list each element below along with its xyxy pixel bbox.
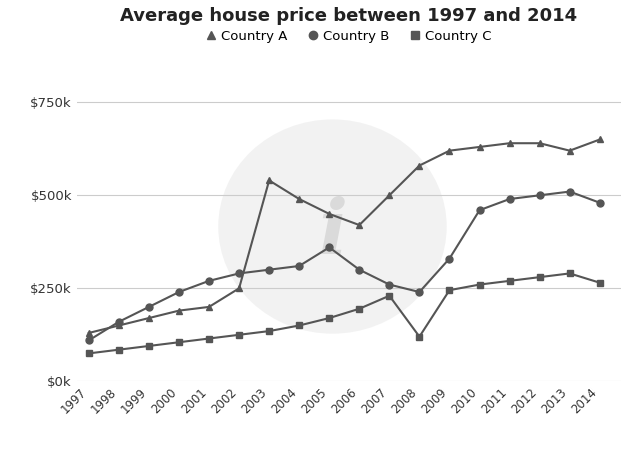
Country B <box>596 200 604 206</box>
Country A <box>236 286 243 291</box>
Line: Country B: Country B <box>85 188 604 344</box>
Country C <box>385 293 393 299</box>
Country A <box>566 148 573 153</box>
Country A <box>175 308 183 313</box>
Country A <box>355 222 363 228</box>
Country C <box>506 278 513 284</box>
Country C <box>296 323 303 328</box>
Country B <box>115 319 123 325</box>
Country A <box>536 140 543 146</box>
Country A <box>476 144 483 150</box>
Country C <box>145 343 153 349</box>
Text: i: i <box>318 195 347 270</box>
Country A <box>325 211 333 217</box>
Country C <box>115 347 123 352</box>
Country C <box>205 336 213 341</box>
Country A <box>85 330 93 336</box>
Country A <box>266 178 273 183</box>
Country C <box>445 287 453 293</box>
Country B <box>175 289 183 295</box>
Country A <box>205 304 213 310</box>
Country C <box>236 332 243 338</box>
Country B <box>325 245 333 250</box>
Title: Average house price between 1997 and 2014: Average house price between 1997 and 201… <box>120 7 577 25</box>
Country A <box>445 148 453 153</box>
Country B <box>355 267 363 272</box>
Country B <box>236 271 243 276</box>
Country C <box>476 282 483 287</box>
Country B <box>415 289 423 295</box>
Country B <box>296 263 303 269</box>
Country C <box>85 351 93 356</box>
Country B <box>536 193 543 198</box>
Country B <box>506 196 513 202</box>
Country A <box>115 323 123 328</box>
Line: Country A: Country A <box>85 136 604 336</box>
Country C <box>325 315 333 321</box>
Legend: Country A, Country B, Country C: Country A, Country B, Country C <box>200 25 497 48</box>
Country A <box>385 193 393 198</box>
Ellipse shape <box>218 120 447 334</box>
Country B <box>205 278 213 284</box>
Country B <box>85 338 93 343</box>
Line: Country C: Country C <box>85 270 604 357</box>
Country A <box>145 315 153 321</box>
Country C <box>355 306 363 312</box>
Country C <box>266 328 273 334</box>
Country B <box>445 256 453 261</box>
Country A <box>596 137 604 142</box>
Country A <box>506 140 513 146</box>
Country C <box>175 339 183 345</box>
Country C <box>415 334 423 339</box>
Country B <box>385 282 393 287</box>
Country A <box>296 196 303 202</box>
Country B <box>566 189 573 194</box>
Country B <box>476 207 483 213</box>
Country A <box>415 163 423 168</box>
Country B <box>145 304 153 310</box>
Country C <box>536 274 543 280</box>
Country B <box>266 267 273 272</box>
Country C <box>596 280 604 286</box>
Country C <box>566 271 573 276</box>
